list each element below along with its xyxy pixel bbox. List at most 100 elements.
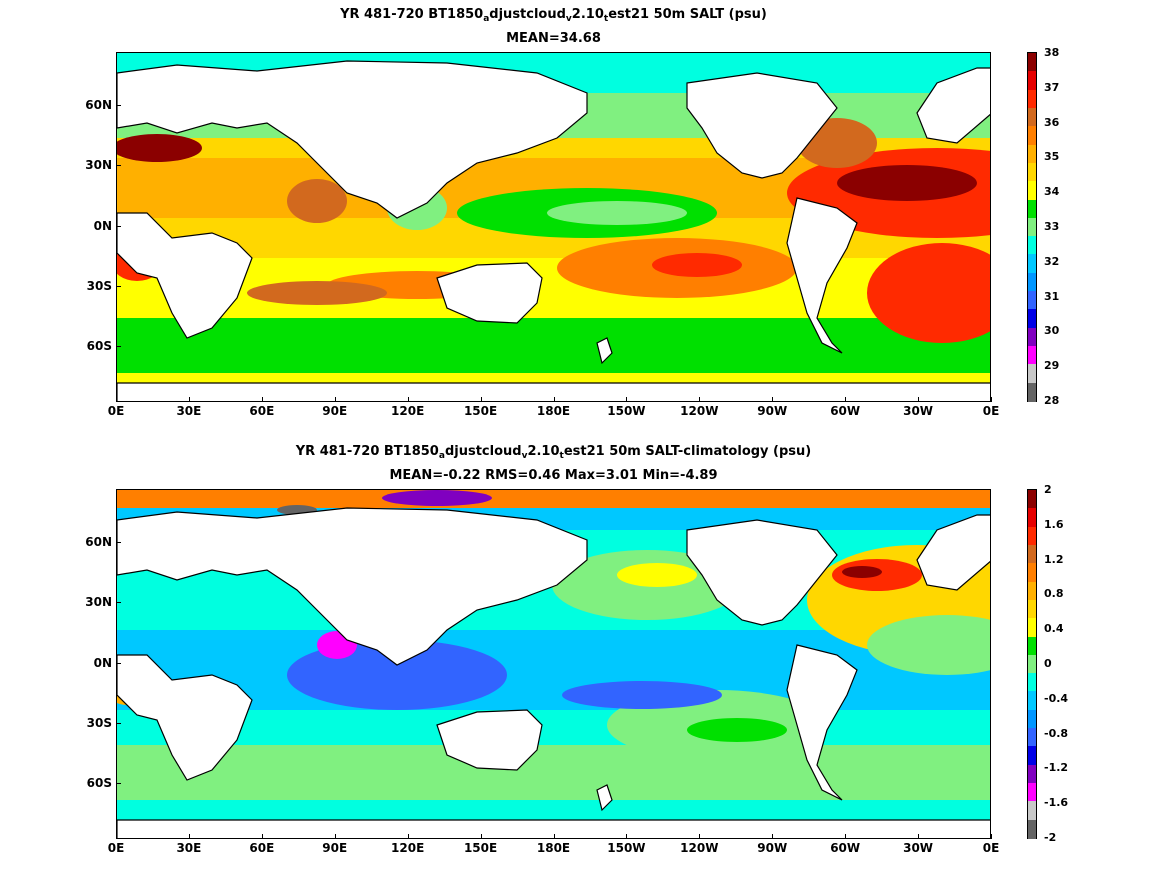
colorbar-swatch bbox=[1028, 272, 1036, 292]
y-tick-label: 0N bbox=[93, 219, 112, 233]
x-tick-label: 120E bbox=[391, 404, 425, 418]
colorbar-swatch bbox=[1028, 673, 1036, 693]
x-tick-mark bbox=[845, 834, 846, 839]
x-tick-mark bbox=[554, 397, 555, 402]
panel2-stats: MEAN=-0.22 RMS=0.46 Max=3.01 Min=-4.89 bbox=[389, 468, 718, 483]
y-tick-mark bbox=[116, 105, 121, 106]
y-tick-label: 30S bbox=[86, 279, 112, 293]
y-tick-mark bbox=[116, 783, 121, 784]
x-tick-label: 60W bbox=[830, 841, 861, 855]
y-tick-label: 60N bbox=[85, 535, 112, 549]
anomaly-colorbar bbox=[1027, 489, 1037, 839]
x-tick-mark bbox=[626, 834, 627, 839]
x-tick-mark bbox=[189, 397, 190, 402]
colorbar-swatch bbox=[1028, 599, 1036, 619]
y-tick-mark bbox=[116, 723, 121, 724]
colorbar-swatch bbox=[1028, 53, 1036, 72]
colorbar-swatch bbox=[1028, 544, 1036, 564]
colorbar-tick-label: 1.6 bbox=[1044, 517, 1064, 531]
y-tick-mark bbox=[116, 602, 121, 603]
colorbar-tick-label: 0 bbox=[1044, 657, 1052, 670]
colorbar-tick-label: -0.4 bbox=[1044, 691, 1069, 705]
colorbar-swatch bbox=[1028, 526, 1036, 546]
colorbar-swatch bbox=[1028, 490, 1036, 509]
colorbar-tick-label: 36 bbox=[1044, 115, 1060, 129]
colorbar-swatch bbox=[1028, 801, 1036, 821]
y-tick-mark bbox=[116, 542, 121, 543]
y-tick-mark bbox=[116, 663, 121, 664]
x-tick-label: 30E bbox=[176, 841, 202, 855]
colorbar-tick-label: 35 bbox=[1044, 150, 1060, 164]
x-tick-mark bbox=[845, 397, 846, 402]
x-tick-mark bbox=[918, 397, 919, 402]
y-tick-label: 60S bbox=[86, 339, 112, 353]
x-tick-label: 90E bbox=[322, 404, 348, 418]
x-tick-label: 90W bbox=[757, 841, 788, 855]
y-tick-label: 30N bbox=[85, 595, 112, 609]
x-tick-label: 60E bbox=[249, 841, 275, 855]
x-tick-label: 120E bbox=[391, 841, 425, 855]
anomaly-field bbox=[117, 490, 990, 838]
colorbar-tick-label: 31 bbox=[1044, 289, 1060, 303]
colorbar-swatch bbox=[1028, 327, 1036, 347]
colorbar-swatch bbox=[1028, 783, 1036, 802]
x-tick-label: 180E bbox=[536, 404, 571, 418]
colorbar-swatch bbox=[1028, 819, 1036, 839]
colorbar-swatch bbox=[1028, 236, 1036, 256]
colorbar-swatch bbox=[1028, 691, 1036, 711]
x-tick-mark bbox=[626, 397, 627, 402]
x-tick-label: 0E bbox=[107, 841, 125, 855]
colorbar-swatch bbox=[1028, 71, 1036, 91]
colorbar-tick-label: 34 bbox=[1044, 185, 1060, 199]
colorbar-tick-label: -1.6 bbox=[1044, 796, 1069, 810]
y-tick-label: 0N bbox=[93, 656, 112, 670]
colorbar-swatch bbox=[1028, 728, 1036, 747]
colorbar-tick-label: 28 bbox=[1044, 394, 1060, 407]
x-tick-mark bbox=[991, 834, 992, 839]
colorbar-swatch bbox=[1028, 764, 1036, 784]
salinity-field bbox=[117, 53, 990, 401]
colorbar-swatch bbox=[1028, 309, 1036, 329]
y-tick-label: 60N bbox=[85, 98, 112, 112]
y-tick-mark bbox=[116, 165, 121, 166]
colorbar-tick-label: 0.8 bbox=[1044, 587, 1064, 601]
x-tick-mark bbox=[116, 834, 117, 839]
x-tick-mark bbox=[991, 397, 992, 402]
x-tick-label: 150E bbox=[463, 841, 498, 855]
anomaly-map bbox=[116, 489, 991, 839]
panel1-title: YR 481-720 BT1850adjustcloudv2.10test21 … bbox=[340, 7, 767, 24]
x-tick-mark bbox=[699, 834, 700, 839]
x-tick-label: 60W bbox=[830, 404, 861, 418]
colorbar-swatch bbox=[1028, 563, 1036, 583]
x-tick-mark bbox=[408, 834, 409, 839]
x-tick-label: 0E bbox=[982, 841, 1000, 855]
x-tick-label: 30E bbox=[176, 404, 202, 418]
x-tick-mark bbox=[772, 397, 773, 402]
colorbar-swatch bbox=[1028, 346, 1036, 365]
y-tick-label: 30S bbox=[86, 716, 112, 730]
colorbar-tick-label: -2 bbox=[1044, 831, 1057, 844]
colorbar-tick-label: 30 bbox=[1044, 324, 1060, 338]
x-tick-label: 90W bbox=[757, 404, 788, 418]
x-tick-mark bbox=[335, 397, 336, 402]
colorbar-tick-label: 38 bbox=[1044, 46, 1060, 59]
colorbar-swatch bbox=[1028, 217, 1036, 237]
colorbar-tick-label: 29 bbox=[1044, 359, 1060, 373]
x-tick-mark bbox=[481, 397, 482, 402]
x-tick-mark bbox=[335, 834, 336, 839]
colorbar-swatch bbox=[1028, 636, 1036, 656]
x-tick-label: 150E bbox=[463, 404, 498, 418]
colorbar-tick-label: 1.2 bbox=[1044, 552, 1064, 566]
colorbar-tick-label: 0.4 bbox=[1044, 622, 1064, 636]
y-tick-mark bbox=[116, 226, 121, 227]
x-tick-mark bbox=[262, 397, 263, 402]
colorbar-swatch bbox=[1028, 382, 1036, 402]
colorbar-swatch bbox=[1028, 199, 1036, 219]
y-tick-label: 60S bbox=[86, 776, 112, 790]
x-tick-label: 0E bbox=[982, 404, 1000, 418]
colorbar-tick-label: 37 bbox=[1044, 80, 1060, 94]
x-tick-mark bbox=[699, 397, 700, 402]
salinity-colorbar bbox=[1027, 52, 1037, 402]
x-tick-label: 120W bbox=[680, 841, 719, 855]
x-tick-label: 150W bbox=[607, 404, 646, 418]
